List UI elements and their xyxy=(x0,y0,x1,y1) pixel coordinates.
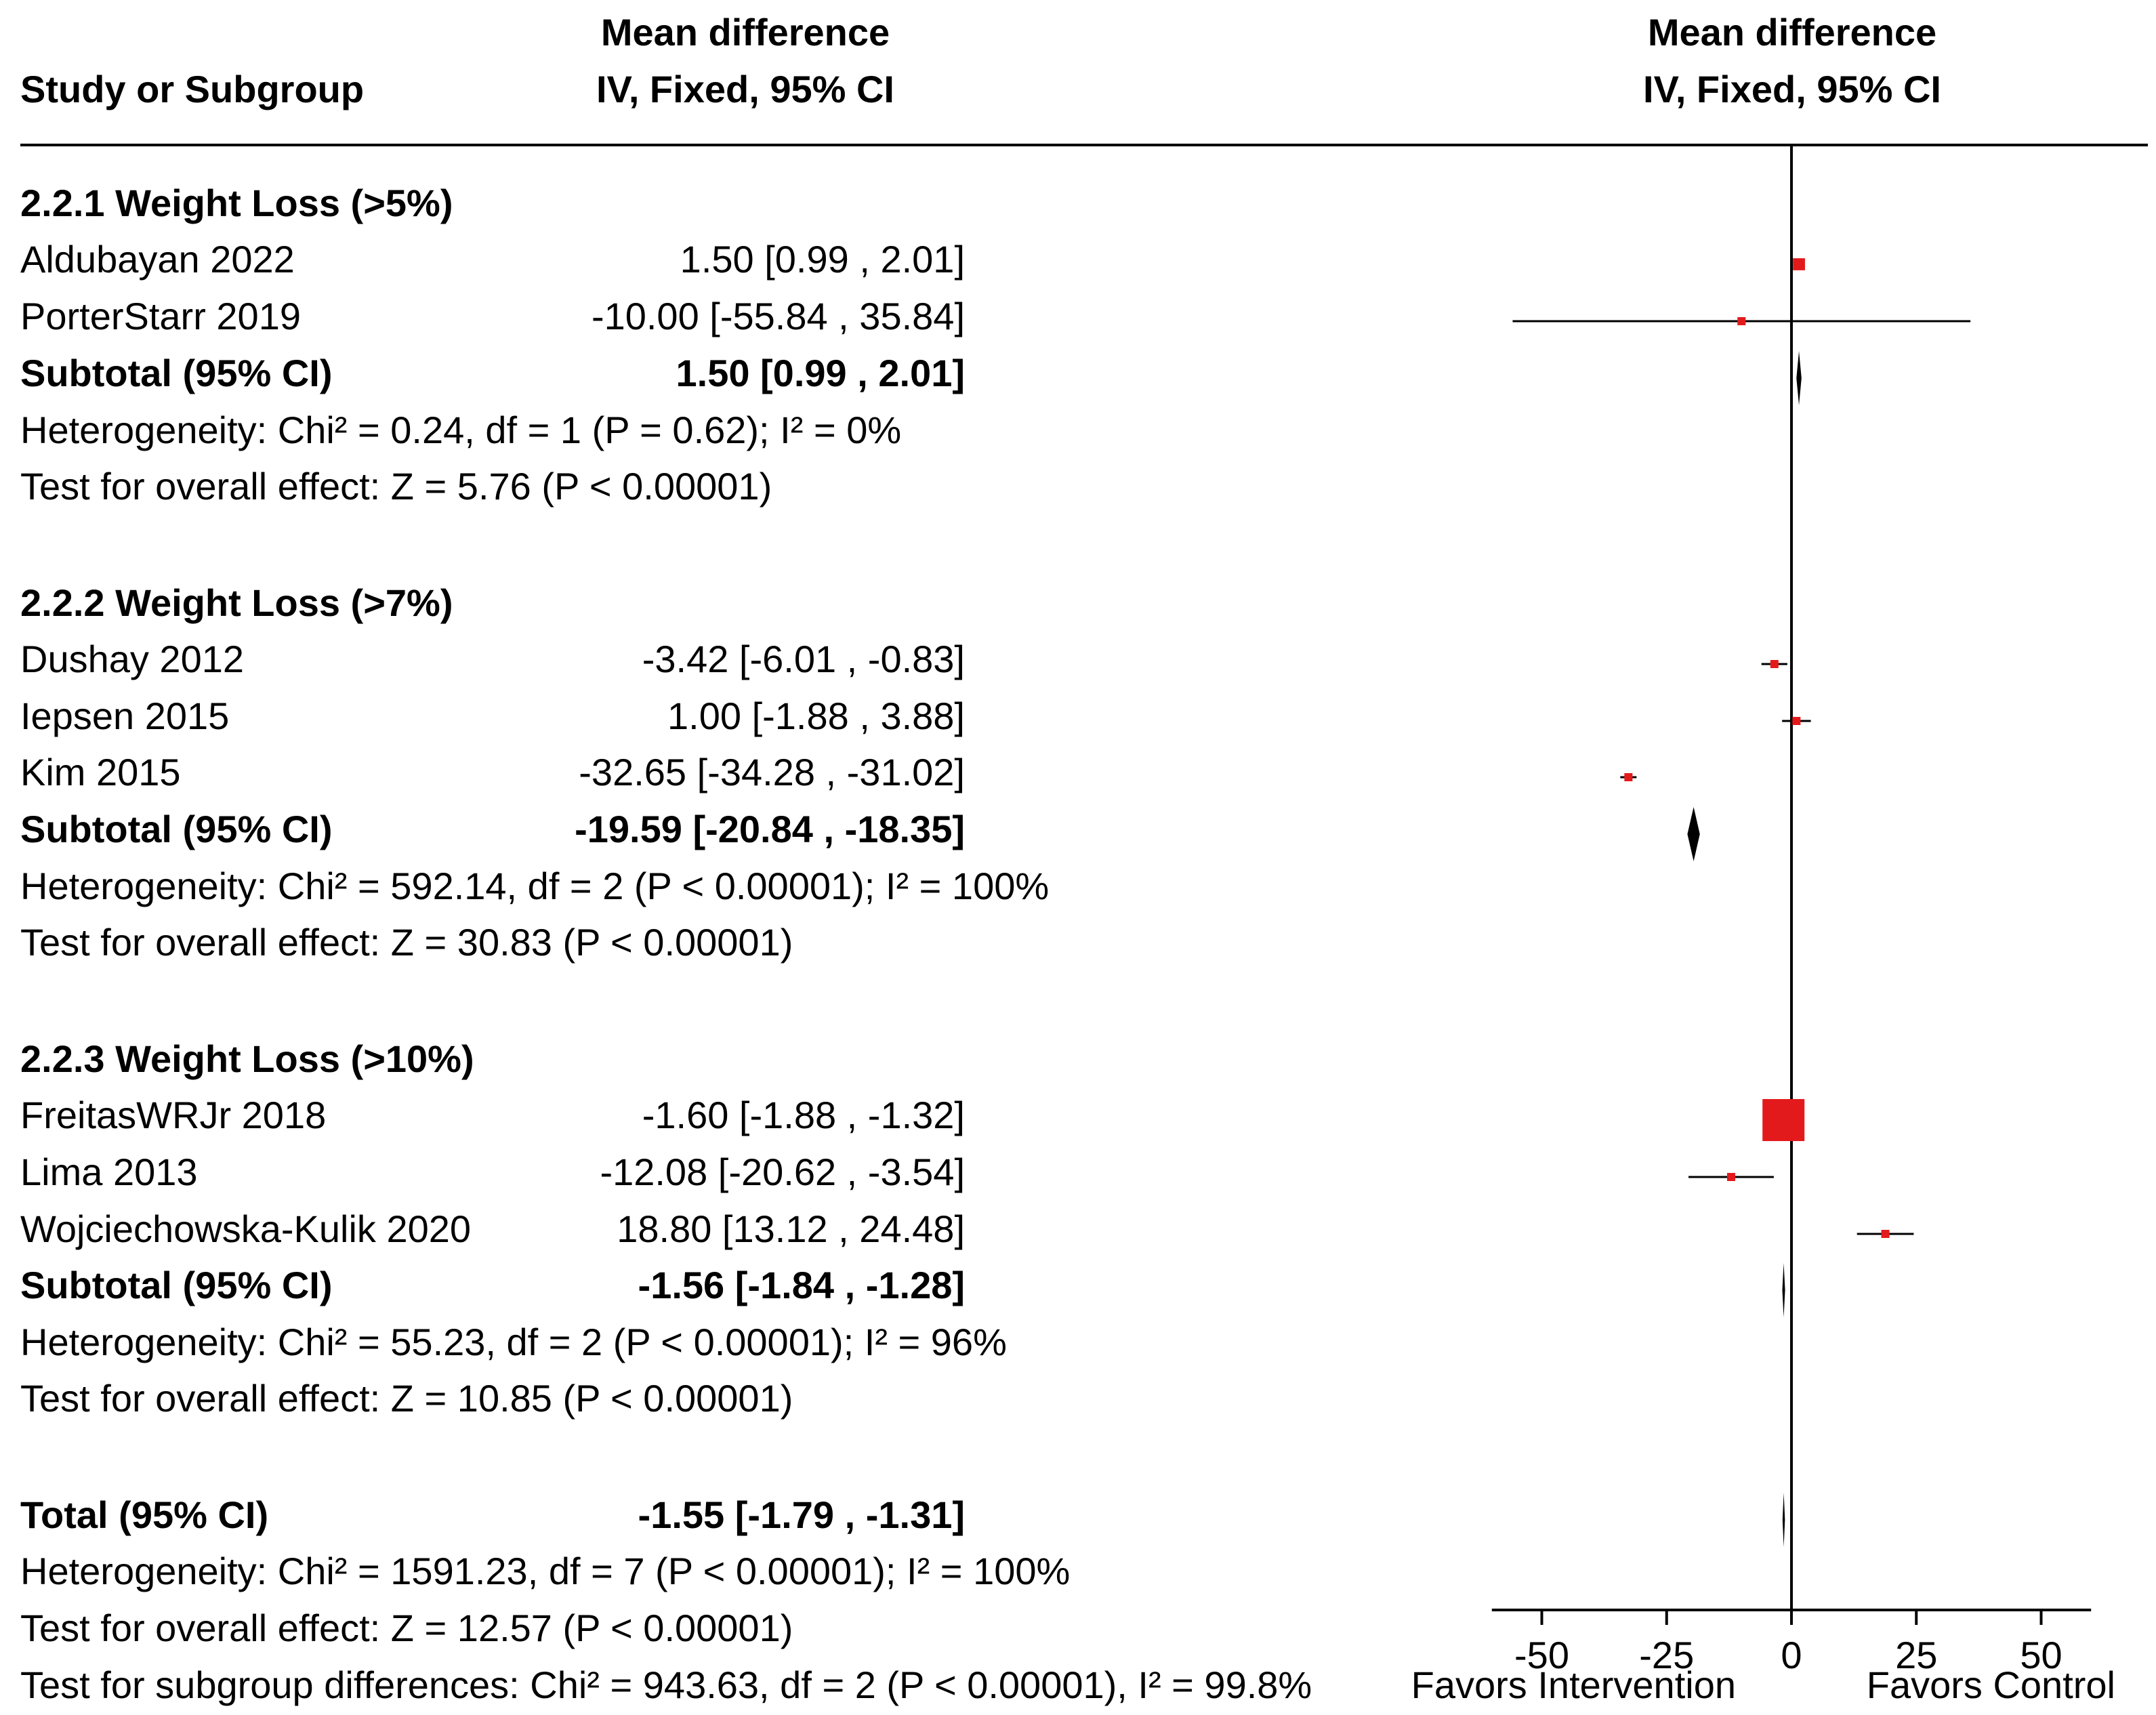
subgroup-title: 2.2.1 Weight Loss (>5%) xyxy=(20,182,453,224)
study-name: Kim 2015 xyxy=(20,751,181,793)
total-heterogeneity-text: Heterogeneity: Chi² = 1591.23, df = 7 (P… xyxy=(20,1550,1071,1592)
subgroup-differences-text: Test for subgroup differences: Chi² = 94… xyxy=(20,1664,1312,1706)
subtotal-label: Subtotal (95% CI) xyxy=(20,352,333,394)
x-axis-ticks: -50 -25 0 25 50 xyxy=(1514,1610,2062,1676)
x-tick-label: 0 xyxy=(1781,1634,1802,1676)
study-name: PorterStarr 2019 xyxy=(20,295,301,337)
study-square xyxy=(1770,660,1779,668)
study-square xyxy=(1762,1099,1805,1141)
subtotal-ci: -19.59 [-20.84 , -18.35] xyxy=(575,808,965,850)
study-square xyxy=(1881,1230,1890,1238)
study-name: Aldubayan 2022 xyxy=(20,238,295,281)
subgroup-title: 2.2.2 Weight Loss (>7%) xyxy=(20,581,453,624)
total-overall-effect-text: Test for overall effect: Z = 12.57 (P < … xyxy=(20,1607,793,1649)
study-square xyxy=(1624,773,1633,781)
study-ci: -10.00 [-55.84 , 35.84] xyxy=(591,295,965,337)
total-label: Total (95% CI) xyxy=(20,1493,269,1536)
favors-control-label: Favors Control xyxy=(1866,1664,2115,1706)
subtotal-label: Subtotal (95% CI) xyxy=(20,1264,333,1306)
subtotal-diamond xyxy=(1782,1263,1785,1317)
header-mean-difference-col2: Mean difference xyxy=(600,11,890,54)
study-ci-lines xyxy=(1512,263,1971,1235)
heterogeneity-text: Heterogeneity: Chi² = 55.23, df = 2 (P <… xyxy=(20,1321,1007,1363)
study-square xyxy=(1726,1173,1735,1181)
total-ci: -1.55 [-1.79 , -1.31] xyxy=(638,1493,965,1536)
heterogeneity-text: Heterogeneity: Chi² = 592.14, df = 2 (P … xyxy=(20,865,1050,907)
study-ci: 1.00 [-1.88 , 3.88] xyxy=(667,695,965,737)
heterogeneity-text: Heterogeneity: Chi² = 0.24, df = 1 (P = … xyxy=(20,409,902,451)
study-square xyxy=(1737,317,1746,325)
overall-effect-text: Test for overall effect: Z = 10.85 (P < … xyxy=(20,1377,793,1420)
study-ci: 1.50 [0.99 , 2.01] xyxy=(680,238,965,281)
x-tick-label: 25 xyxy=(1895,1634,1937,1676)
study-squares xyxy=(1624,258,1890,1238)
study-ci: -3.42 [-6.01 , -0.83] xyxy=(642,638,965,680)
summary-diamonds xyxy=(1687,351,1802,1547)
study-ci: -12.08 [-20.62 , -3.54] xyxy=(600,1151,965,1193)
header-method-col3: IV, Fixed, 95% CI xyxy=(1643,68,1941,110)
x-tick-label: -50 xyxy=(1514,1634,1569,1676)
study-name: Dushay 2012 xyxy=(20,638,245,680)
study-name: Lima 2013 xyxy=(20,1151,198,1193)
header-method-col2: IV, Fixed, 95% CI xyxy=(596,68,894,110)
study-square xyxy=(1792,717,1801,725)
overall-effect-text: Test for overall effect: Z = 5.76 (P < 0… xyxy=(20,465,772,508)
subtotal-ci: 1.50 [0.99 , 2.01] xyxy=(676,352,965,394)
study-name: Wojciechowska-Kulik 2020 xyxy=(20,1207,472,1250)
header-divider xyxy=(20,144,2148,146)
header-study-or-subgroup: Study or Subgroup xyxy=(20,68,365,110)
header-mean-difference-col3: Mean difference xyxy=(1647,11,1937,54)
subtotal-ci: -1.56 [-1.84 , -1.28] xyxy=(638,1264,965,1306)
study-ci: -1.60 [-1.88 , -1.32] xyxy=(642,1094,965,1136)
subgroup-title: 2.2.3 Weight Loss (>10%) xyxy=(20,1037,474,1080)
x-tick-label: -25 xyxy=(1639,1634,1694,1676)
overall-diamond xyxy=(1782,1493,1785,1547)
study-name: Iepsen 2015 xyxy=(20,695,230,737)
subtotal-diamond xyxy=(1687,807,1700,861)
study-square xyxy=(1793,258,1805,270)
overall-effect-text: Test for overall effect: Z = 30.83 (P < … xyxy=(20,921,793,964)
study-ci: 18.80 [13.12 , 24.48] xyxy=(617,1207,965,1250)
study-name: FreitasWRJr 2018 xyxy=(20,1094,327,1136)
subtotal-diamond xyxy=(1796,351,1802,405)
study-ci: -32.65 [-34.28 , -31.02] xyxy=(579,751,965,793)
subtotal-label: Subtotal (95% CI) xyxy=(20,808,333,850)
x-tick-label: 50 xyxy=(2020,1634,2062,1676)
favors-intervention-label: Favors Intervention xyxy=(1411,1664,1736,1706)
